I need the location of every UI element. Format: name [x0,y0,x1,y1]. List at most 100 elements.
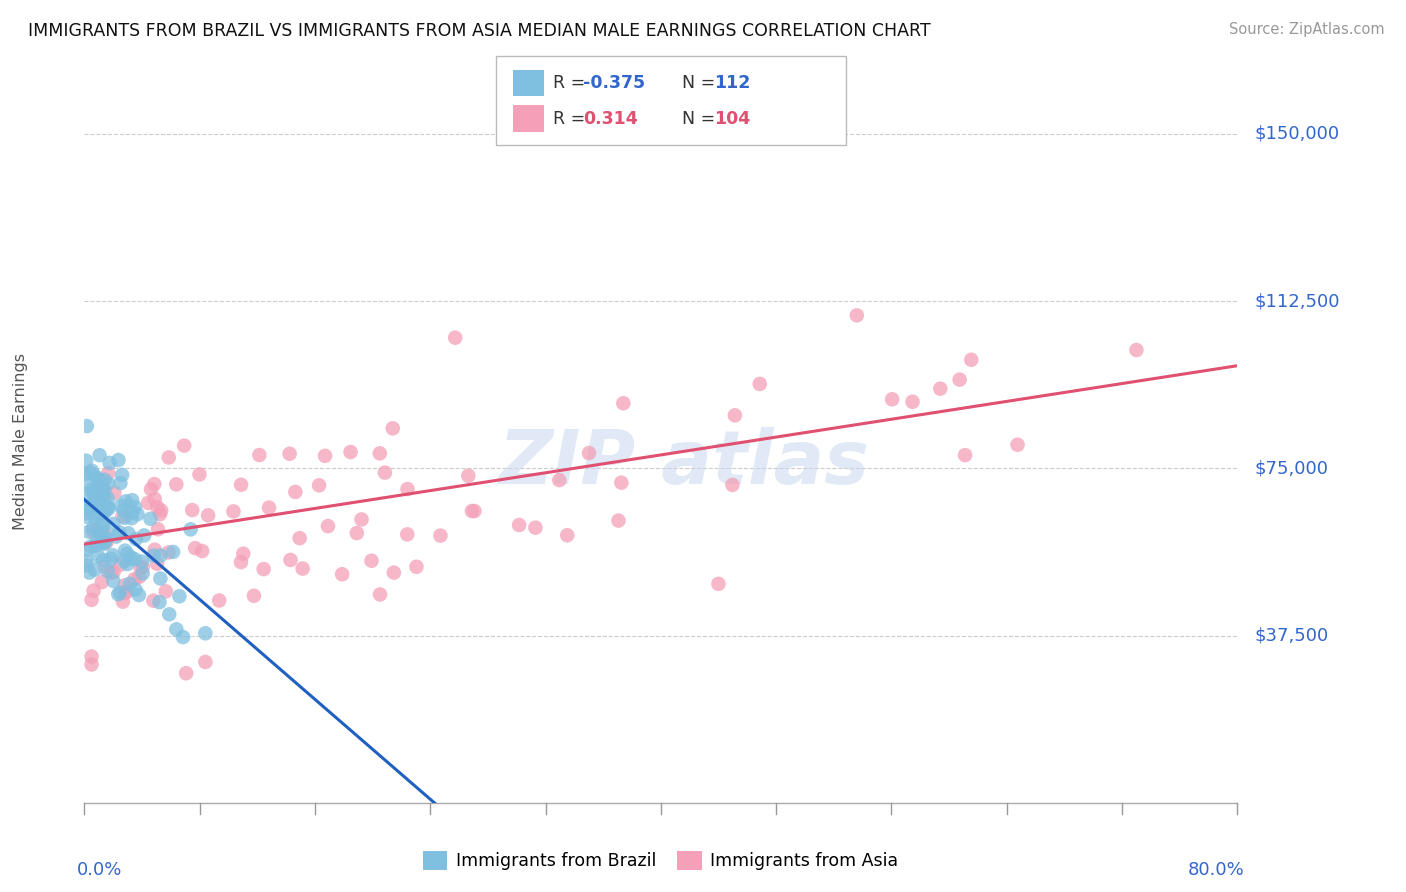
Point [396,482,419,496]
Point [111,595,134,609]
Point [93,506,115,520]
Point [89,448,111,462]
Text: Source: ZipAtlas.com: Source: ZipAtlas.com [1229,22,1385,37]
Point [128,588,150,602]
Point [90,575,112,590]
Point [524,521,547,535]
Point [100,566,122,580]
Text: ZIP atlas: ZIP atlas [499,426,869,500]
Point [194,626,217,640]
Point [901,394,924,409]
Point [368,587,391,601]
Point [149,572,172,586]
Point [229,555,252,569]
Point [208,593,231,607]
Point [114,543,136,558]
Point [112,503,135,517]
Point [157,607,180,622]
Point [80,593,103,607]
Point [314,449,336,463]
Point [165,623,187,637]
Point [724,409,747,423]
Point [97,501,120,516]
Point [232,547,254,561]
Point [79,566,101,580]
Point [87,549,110,564]
Point [374,466,396,480]
Point [111,509,134,524]
Point [610,475,633,490]
Point [103,574,125,588]
Point [243,589,266,603]
Point [142,593,165,607]
Point [330,567,353,582]
Point [707,576,730,591]
Point [93,533,115,548]
Point [80,483,103,497]
Point [508,518,530,533]
Point [882,392,904,407]
Point [350,512,373,526]
Point [107,587,129,601]
Point [91,503,114,517]
Point [82,521,104,535]
Point [90,507,112,521]
Point [93,473,115,487]
Point [84,507,107,521]
Point [108,558,131,572]
Point [118,576,141,591]
Point [578,446,600,460]
Point [169,589,191,603]
Point [75,506,97,520]
Text: N =: N = [682,74,721,92]
Point [953,448,976,462]
Point [146,500,169,515]
Point [86,534,108,549]
Point [115,547,138,561]
Point [83,492,105,507]
Point [84,470,107,484]
Point [143,491,166,506]
Point [121,505,143,519]
Point [150,503,173,517]
Point [91,520,114,534]
Point [87,492,110,507]
Point [316,519,339,533]
Point [132,559,155,574]
Point [444,331,467,345]
Point [79,466,101,480]
Point [173,439,195,453]
Point [291,561,314,575]
Point [96,535,118,549]
Point [136,496,159,510]
Text: 80.0%: 80.0% [1188,861,1244,879]
Point [75,488,97,502]
Point [191,544,214,558]
Point [76,509,98,524]
Point [76,501,98,516]
Point [97,491,120,506]
Point [100,552,122,566]
Text: $150,000: $150,000 [1254,125,1340,143]
Point [149,549,172,563]
Point [1007,438,1029,452]
Point [180,522,202,536]
Point [84,511,107,525]
Legend: Immigrants from Brazil, Immigrants from Asia: Immigrants from Brazil, Immigrants from … [416,844,905,877]
Point [76,558,98,573]
Text: 0.314: 0.314 [583,110,638,128]
Point [612,396,634,410]
Point [87,483,110,498]
Point [146,522,169,536]
Point [124,572,146,586]
Point [93,525,115,540]
Point [93,483,115,498]
Point [79,540,101,554]
Text: -0.375: -0.375 [583,74,645,92]
Point [83,484,105,499]
Point [346,526,368,541]
Point [105,530,128,544]
Point [607,514,630,528]
Point [845,309,868,323]
Point [97,467,120,481]
